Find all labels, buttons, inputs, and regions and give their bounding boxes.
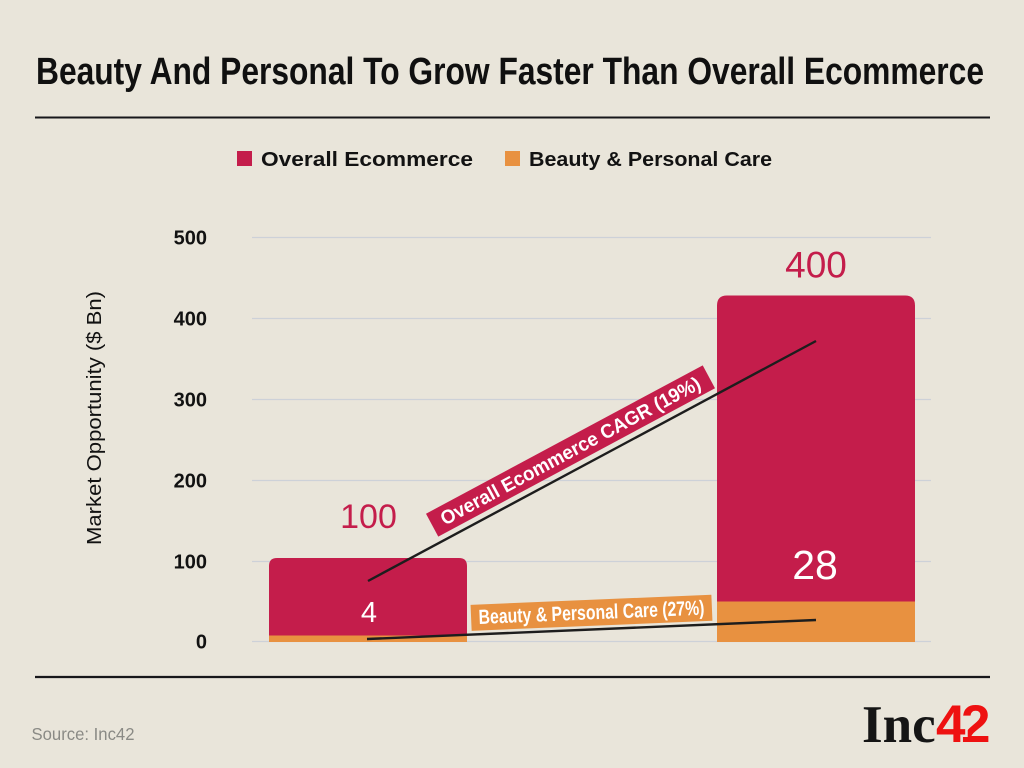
svg-text:200: 200 — [174, 471, 207, 493]
svg-text:100: 100 — [174, 552, 207, 574]
svg-text:400: 400 — [785, 245, 847, 286]
svg-text:28: 28 — [792, 542, 838, 588]
svg-text:4: 4 — [936, 695, 966, 754]
svg-text:4: 4 — [361, 597, 377, 629]
svg-text:0: 0 — [196, 632, 207, 654]
svg-text:400: 400 — [174, 309, 207, 331]
svg-text:2: 2 — [961, 695, 990, 754]
svg-text:Source: Inc42: Source: Inc42 — [32, 724, 135, 744]
svg-text:300: 300 — [174, 390, 207, 412]
svg-text:Inc: Inc — [862, 696, 936, 754]
svg-text:Overall Ecommerce: Overall Ecommerce — [261, 149, 473, 171]
svg-text:500: 500 — [174, 228, 207, 250]
svg-text:Beauty & Personal Care: Beauty & Personal Care — [529, 149, 772, 171]
svg-text:Beauty And Personal To Grow Fa: Beauty And Personal To Grow Faster Than … — [36, 51, 984, 93]
svg-text:Market Opportunity ($ Bn): Market Opportunity ($ Bn) — [84, 291, 106, 545]
svg-text:100: 100 — [340, 498, 397, 536]
